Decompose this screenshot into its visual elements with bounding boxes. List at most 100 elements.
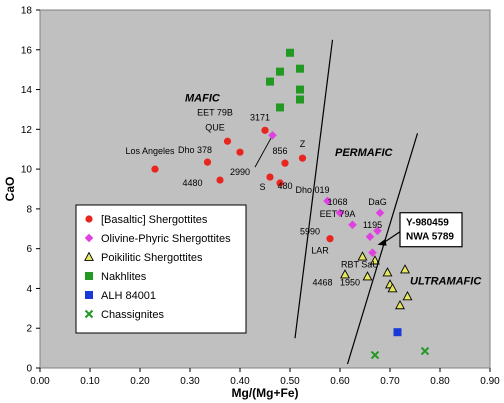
legend-box — [75, 204, 247, 334]
data-point — [373, 226, 382, 236]
y-tick-label: 4 — [26, 284, 32, 295]
legend-label: Olivine-Phyric Shergottites — [101, 233, 231, 245]
data-point — [357, 251, 368, 261]
data-point — [375, 208, 385, 218]
point-label: 3171 — [250, 112, 270, 122]
callout-arrowhead — [377, 238, 387, 246]
data-point — [203, 158, 212, 166]
y-tick-label: 14 — [21, 85, 33, 96]
data-point — [365, 232, 375, 242]
point-label: DaG — [368, 197, 387, 207]
x-tick-label: 0.30 — [180, 376, 200, 387]
point-label: EET 79A — [320, 209, 356, 219]
x-tick-label: 0.70 — [380, 376, 400, 387]
series-chassignites — [370, 346, 430, 360]
data-point — [296, 95, 304, 104]
x-tick-label: 0.10 — [80, 376, 100, 387]
leader-line — [254, 135, 273, 168]
region-boundaries — [294, 39, 419, 365]
point-label: 856 — [272, 146, 287, 156]
data-point — [296, 85, 304, 94]
data-point — [326, 235, 334, 243]
data-point — [266, 173, 274, 181]
region-label: PERMAFIC — [335, 147, 394, 159]
data-point — [276, 179, 284, 187]
legend-label: Chassignites — [101, 309, 164, 321]
data-point — [395, 300, 405, 310]
point-label: 1195 — [363, 220, 382, 230]
boundary-line — [346, 133, 419, 365]
callout-arrow-line — [383, 231, 401, 244]
data-point — [236, 148, 244, 156]
point-label: 480 — [277, 181, 292, 191]
data-points — [151, 48, 430, 360]
x-tick-label: 0.20 — [130, 376, 150, 387]
data-point — [323, 196, 332, 206]
data-point — [340, 269, 350, 279]
x-tick-label: 0.50 — [280, 376, 300, 387]
x-axis-label: Mg/(Mg+Fe) — [232, 386, 299, 400]
y-tick-label: 6 — [26, 244, 32, 255]
legend-marker — [84, 233, 94, 243]
point-label: Dho 019 — [295, 185, 329, 195]
point-label: QUE — [205, 122, 225, 132]
data-point — [276, 103, 284, 112]
data-point — [151, 165, 159, 173]
data-point — [348, 220, 357, 230]
series-nakhlites — [266, 48, 304, 112]
legend-label: [Basaltic] Shergottites — [101, 214, 208, 226]
series-poikilitic-shergottites — [340, 251, 413, 310]
series-olivine-phyric-shergottites — [268, 131, 385, 257]
data-point — [370, 350, 380, 360]
legend-marker — [84, 309, 94, 319]
x-tick-label: 0.60 — [330, 376, 350, 387]
legend-label: Nakhlites — [101, 271, 147, 283]
data-point — [420, 346, 430, 356]
data-point — [335, 208, 345, 218]
point-label: RBT — [341, 260, 360, 270]
legend-marker — [85, 291, 93, 299]
point-label: Z — [300, 139, 306, 149]
y-tick-label: 12 — [21, 125, 33, 136]
data-point — [382, 267, 393, 277]
data-point — [216, 176, 224, 184]
data-point — [276, 67, 284, 76]
point-label: 1950 — [340, 277, 360, 287]
data-point — [368, 248, 377, 257]
legend-marker — [85, 215, 93, 223]
data-point — [261, 126, 269, 134]
data-point — [387, 283, 398, 293]
region-labels: MAFIC PERMAFIC ULTRAMAFIC — [185, 92, 482, 287]
point-label: 5990 — [300, 227, 320, 237]
point-label: S — [259, 182, 265, 192]
axes: 0.00 0.10 0.20 0.30 0.40 0.50 0.60 0.70 0.80 0.90… — [21, 6, 500, 388]
point-label: 2990 — [230, 167, 250, 177]
data-point — [370, 255, 380, 265]
point-label: 1068 — [327, 197, 347, 207]
x-tick-label: 0.00 — [30, 376, 50, 387]
point-label: LAR — [311, 246, 329, 256]
legend-marker — [84, 251, 94, 261]
y-tick-label: 8 — [26, 204, 32, 215]
data-point — [402, 291, 413, 301]
data-point — [281, 159, 289, 167]
y-tick-label: 10 — [21, 165, 33, 176]
data-point — [223, 137, 232, 145]
y-tick-label: 18 — [21, 6, 33, 17]
data-point — [298, 154, 307, 162]
y-axis-label: CaO — [3, 177, 17, 202]
data-point — [362, 271, 373, 281]
data-point — [266, 77, 274, 86]
callout: Y-980459 NWA 5789 — [377, 212, 463, 248]
legend-label: ALH 84001 — [101, 290, 156, 302]
point-label: Los Angeles — [125, 146, 175, 156]
point-label: SaU — [361, 260, 379, 270]
callout-text: Y-980459 — [406, 218, 449, 229]
point-label: 4468 — [312, 277, 332, 287]
legend: [Basaltic] Shergottites Olivine-Phyric Sh… — [75, 204, 247, 334]
x-tick-label: 0.40 — [230, 376, 250, 387]
data-point — [393, 328, 402, 337]
point-label: EET 79B — [197, 107, 233, 117]
legend-marker — [85, 272, 93, 280]
